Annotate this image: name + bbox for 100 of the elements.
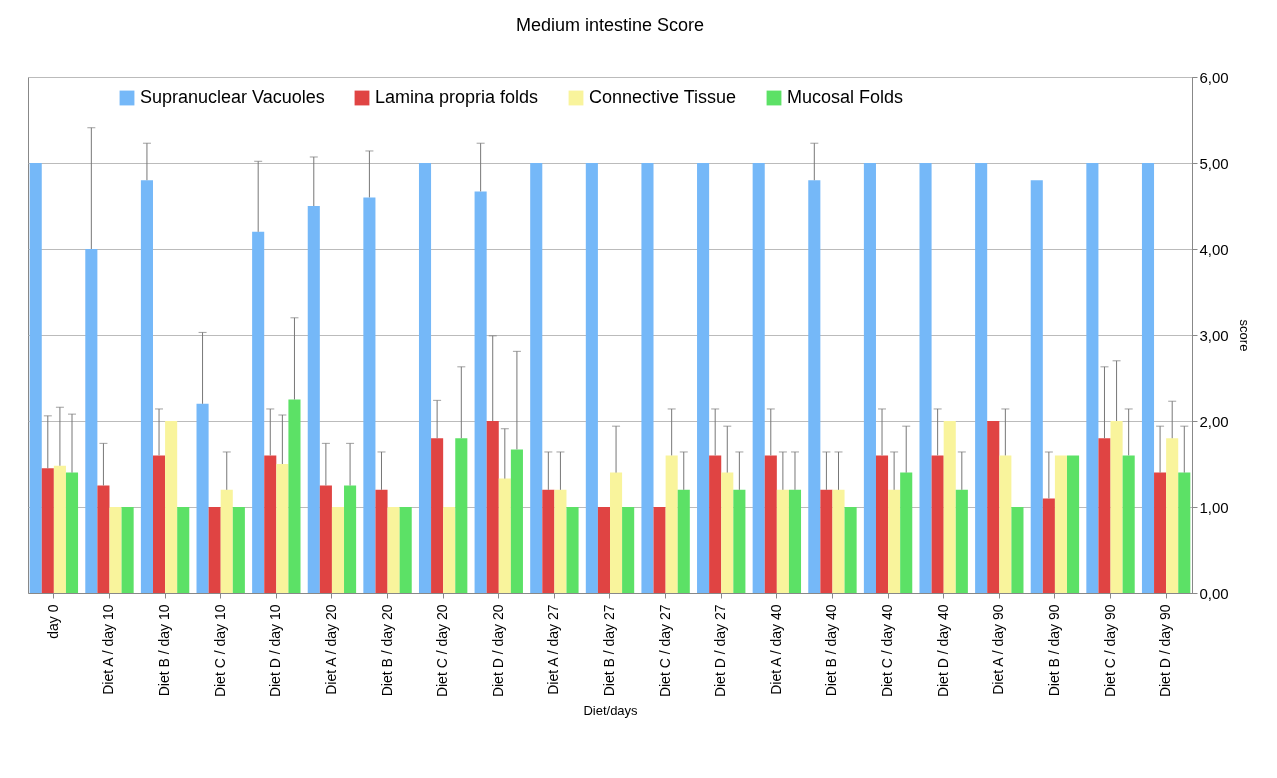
bar (486, 421, 499, 593)
bar (431, 438, 444, 593)
x-tick-label: Diet C / day 27 (656, 604, 673, 698)
bar (65, 472, 79, 593)
bar (832, 489, 845, 593)
bar (542, 489, 555, 593)
y-tick-label: 6,00 (1199, 68, 1229, 86)
bar (900, 472, 913, 593)
bar (363, 197, 376, 593)
bar (709, 455, 722, 593)
x-tick-label: Diet C / day 20 (434, 604, 451, 698)
bar (844, 507, 857, 593)
bar (474, 191, 487, 593)
bar (1178, 472, 1191, 593)
bar (196, 403, 209, 593)
bar (955, 489, 968, 593)
legend-label: Lamina propria folds (375, 87, 539, 107)
bar (987, 421, 1000, 593)
bar (510, 449, 523, 593)
x-tick-label: Diet A / day 27 (545, 604, 562, 695)
bar (1122, 455, 1135, 593)
bar (788, 489, 802, 593)
bar (1042, 498, 1055, 593)
x-tick-label: Diet D / day 20 (489, 604, 506, 698)
bar (919, 163, 932, 593)
x-axis-title: Diet/days (583, 703, 639, 719)
bar (1154, 472, 1167, 593)
bar (1054, 455, 1068, 593)
bar (1011, 507, 1024, 593)
y-tick-label: 4,00 (1199, 240, 1229, 258)
bar (443, 507, 456, 593)
bar (653, 507, 666, 593)
bar (776, 489, 789, 593)
x-tick-label: Diet D / day 10 (267, 604, 284, 698)
bar (220, 489, 233, 593)
bar (622, 507, 635, 593)
y-tick-label: 3,00 (1199, 326, 1229, 344)
bar (288, 399, 301, 593)
bar (1067, 455, 1080, 593)
bar (375, 489, 388, 593)
x-tick-label: Diet B / day 90 (1045, 604, 1062, 697)
bar (152, 455, 166, 593)
x-tick-label: Diet B / day 10 (156, 604, 173, 697)
bar (29, 163, 42, 593)
bar (999, 455, 1012, 593)
bar (752, 163, 765, 593)
chart-title: Medium intestine Score (515, 15, 705, 35)
y-tick-label: 1,00 (1199, 498, 1229, 516)
bar (1086, 163, 1099, 593)
bar (733, 489, 746, 593)
bar (498, 478, 511, 593)
bar (208, 507, 221, 593)
bar (888, 489, 901, 593)
bar (399, 507, 412, 593)
x-tick-label: Diet C / day 10 (211, 604, 228, 698)
bar (1098, 438, 1111, 593)
bar (41, 468, 54, 593)
bar (53, 465, 66, 593)
bar (121, 507, 134, 593)
y-axis-title: score (1236, 319, 1252, 352)
bar (863, 163, 876, 593)
bar (165, 421, 178, 593)
y-tick-label: 0,00 (1199, 584, 1229, 602)
bar (85, 249, 98, 593)
bar (764, 455, 777, 593)
bar (232, 507, 245, 593)
bar (177, 507, 190, 593)
bar (264, 455, 277, 593)
bar (975, 163, 988, 593)
bar (665, 455, 678, 593)
x-tick-label: Diet C / day 40 (879, 604, 896, 698)
bar (585, 163, 598, 593)
x-tick-label: Diet A / day 20 (322, 604, 339, 695)
x-tick-label: day 0 (44, 604, 61, 639)
bar (610, 472, 623, 593)
bar (641, 163, 654, 593)
bar (140, 180, 153, 593)
bar (808, 180, 821, 593)
x-tick-label: Diet D / day 90 (1157, 604, 1174, 698)
bar (97, 485, 110, 593)
bar (109, 507, 122, 593)
bar (276, 464, 289, 593)
bar (344, 485, 357, 593)
bar (820, 489, 833, 593)
bar (554, 489, 567, 593)
bar (418, 163, 432, 593)
legend-label: Mucosal Folds (787, 87, 904, 107)
bar (597, 507, 610, 593)
legend-label: Supranuclear Vacuoles (140, 87, 325, 107)
x-tick-label: Diet A / day 40 (767, 604, 784, 695)
bar (387, 507, 400, 593)
bar (566, 507, 579, 593)
bar (697, 163, 710, 593)
bar (1110, 421, 1123, 593)
x-tick-label: Diet A / day 90 (990, 604, 1007, 695)
bar (1030, 180, 1043, 593)
y-tick-label: 5,00 (1199, 154, 1229, 172)
bar (931, 455, 944, 593)
x-tick-label: Diet A / day 10 (100, 604, 117, 695)
bar (331, 507, 345, 593)
